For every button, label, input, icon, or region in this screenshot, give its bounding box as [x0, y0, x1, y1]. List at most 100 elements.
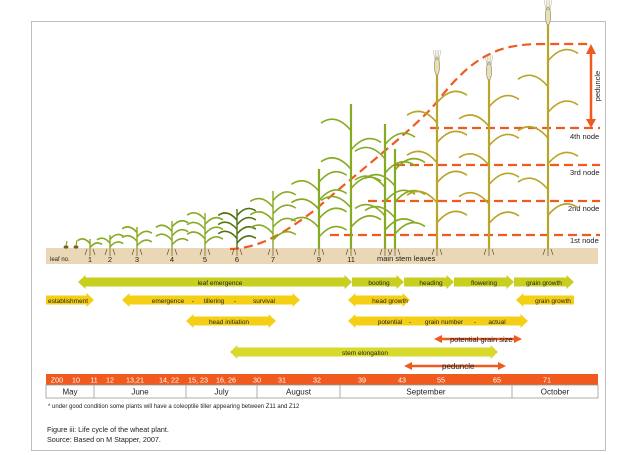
leaf-number: 6 — [235, 255, 239, 264]
zadoks-stage: 30 — [253, 376, 261, 385]
survival-label: survival — [253, 298, 276, 305]
soil-strip — [46, 248, 598, 264]
wheat-plant — [63, 240, 69, 249]
wheat-plant — [121, 226, 153, 256]
potential-grain-size-arrow — [434, 335, 522, 343]
potential-grain-number-bar — [348, 314, 528, 328]
zadoks-stage: 71 — [543, 376, 551, 385]
zadoks-stage: 31 — [278, 376, 286, 385]
flowering-label: flowering — [471, 280, 497, 287]
peduncle-horizontal-label: peduncle — [442, 362, 475, 371]
wheat-plants — [63, 0, 579, 256]
emergence-label: emergence — [152, 298, 185, 305]
leaf-no-label: leaf no. — [50, 257, 70, 263]
potential-label: potential — [378, 319, 403, 326]
potential-grain-size-label: potential grain size — [450, 335, 513, 344]
zadoks-stage: 12 — [106, 376, 114, 385]
wheat-plant — [320, 104, 382, 256]
establishment-label: establishment — [48, 298, 88, 305]
peduncle-vertical-label: peduncle — [593, 71, 602, 101]
figure-source: Source: Based on M Stapper, 2007. — [47, 435, 161, 444]
stem-elongation-bar — [230, 345, 498, 359]
heading-bar — [404, 275, 454, 289]
wheat-plant — [364, 149, 426, 256]
node-labels: 4th node 3rd node 2nd node 1st node — [568, 132, 600, 245]
dash-label: - — [474, 319, 476, 326]
grain-number-label: grain number — [425, 319, 464, 326]
month-label: June — [131, 388, 149, 397]
stage-bars: leaf emergence booting heading flowering gra… — [46, 275, 574, 359]
zadoks-stage: 32 — [313, 376, 321, 385]
grain-growth-label: grain growth — [535, 298, 571, 305]
wheat-plant — [217, 207, 257, 256]
zadoks-stage: 14, 22 — [159, 376, 179, 385]
leaf-number-row: leaf no. 1 2 3 4 5 6 7 9 11 main stem leaves — [50, 254, 436, 264]
wheat-plant — [186, 212, 224, 256]
stem-height-curve — [229, 42, 590, 251]
grain-growth-bar — [516, 293, 574, 307]
node-lines — [229, 42, 600, 251]
dash-label: - — [234, 298, 236, 305]
zadoks-stage: 15, 23 — [188, 376, 208, 385]
month-label: May — [62, 388, 77, 397]
wheat-plant — [73, 239, 79, 249]
leaf-number: 9 — [317, 255, 321, 264]
zadoks-stage: 10 — [72, 376, 80, 385]
peduncle-height-arrow — [586, 44, 596, 128]
wheat-plant — [458, 54, 520, 256]
node-label-1st: 1st node — [570, 236, 599, 245]
month-label: October — [541, 388, 570, 397]
node-label-2nd: 2nd node — [568, 204, 599, 213]
zadoks-stage: 55 — [437, 376, 445, 385]
leaf-number: 2 — [108, 255, 112, 264]
wheat-plant — [290, 169, 348, 256]
wheat-plant — [406, 49, 468, 256]
heading-label: heading — [419, 280, 443, 287]
wheat-plant — [249, 191, 297, 256]
zadoks-stage: 16, 26 — [216, 376, 236, 385]
head-growth-label: head growth — [372, 298, 408, 305]
zadoks-bar — [46, 374, 598, 385]
dash-label: - — [192, 298, 194, 305]
main-stem-leaves-label: main stem leaves — [377, 254, 436, 263]
month-label: August — [286, 388, 312, 397]
node-label-3rd: 3rd node — [570, 168, 600, 177]
leaf-number: 1 — [88, 255, 92, 264]
leaf-number: 11 — [347, 255, 355, 264]
peduncle-horizontal-arrow — [404, 362, 506, 370]
stem-elongation-label: stem elongation — [342, 350, 388, 357]
grain-growth-top-label: grain growth — [526, 280, 562, 287]
zadoks-stage: 43 — [398, 376, 406, 385]
figure-frame — [31, 21, 606, 451]
month-label: July — [214, 388, 228, 397]
grain-growth-top-bar — [514, 275, 574, 289]
leaf-number: 7 — [271, 255, 275, 264]
tillering-bar — [122, 293, 300, 307]
establishment-bar — [46, 293, 94, 307]
booting-label: booting — [368, 280, 390, 287]
leaf-emergence-bar — [78, 275, 352, 289]
leaf-emergence-label: leaf emergence — [198, 280, 243, 287]
wheat-plant — [96, 233, 124, 256]
flowering-bar — [454, 275, 514, 289]
head-initiation-bar — [186, 314, 276, 328]
dash-label: - — [409, 319, 411, 326]
month-band — [45, 384, 599, 399]
zadoks-stage: 11 — [90, 376, 97, 385]
zadoks-stage: Z00 — [51, 376, 63, 385]
zadoks-stage: 65 — [493, 376, 501, 385]
month-label: September — [406, 388, 445, 397]
wheat-plant — [77, 238, 103, 256]
figure-caption: Figure iii: Life cycle of the wheat plan… — [47, 425, 169, 434]
node-label-4th: 4th node — [570, 132, 599, 141]
actual-label: actual — [488, 319, 506, 326]
wheat-plant — [354, 124, 416, 256]
leaf-number: 4 — [170, 255, 174, 264]
head-initiation-label: head initiation — [209, 319, 249, 326]
head-growth-bar — [348, 293, 410, 307]
wheat-plant — [517, 0, 579, 256]
zadoks-stage: 13,21 — [126, 376, 144, 385]
leaf-number: 3 — [135, 255, 139, 264]
zadoks-stage: 39 — [358, 376, 366, 385]
